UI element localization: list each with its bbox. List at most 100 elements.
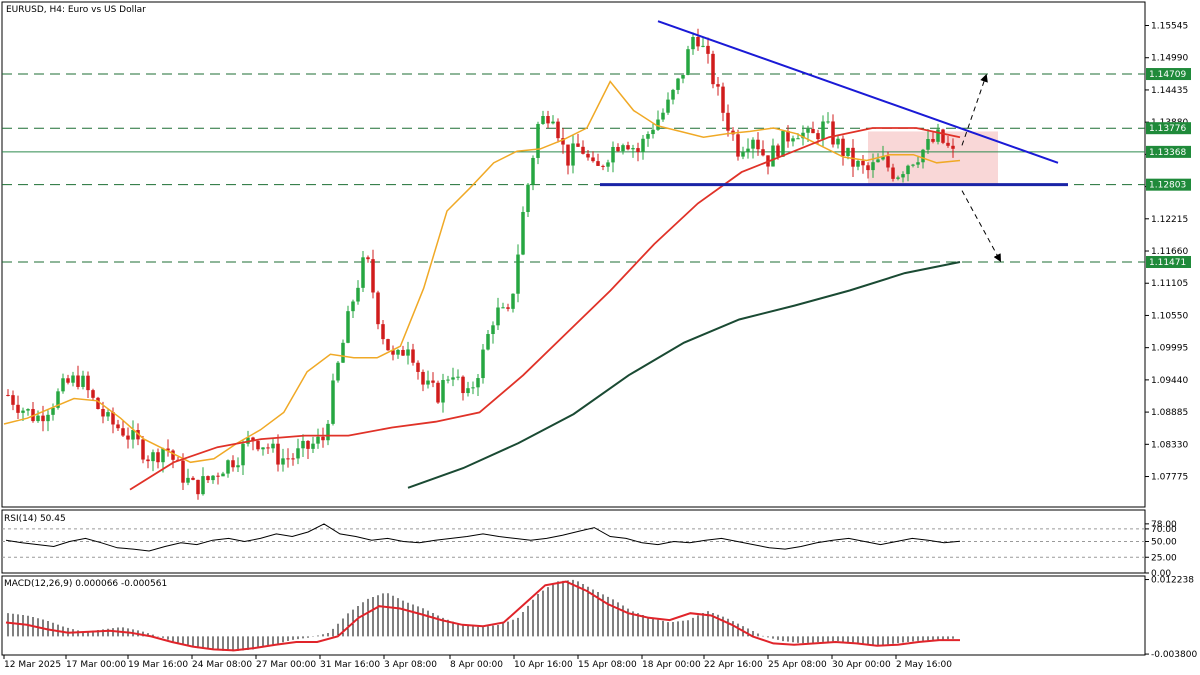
x-tick-label: 31 Mar 16:00 [320, 660, 380, 670]
candle-body [926, 138, 930, 150]
price-level-label: 1.13776 [1149, 124, 1186, 134]
x-tick-label: 18 Apr 00:00 [642, 660, 701, 670]
candle-body [206, 476, 210, 481]
candle-body [466, 388, 470, 394]
candle-body [776, 145, 780, 157]
candle-body [221, 473, 225, 477]
candle-body [341, 342, 345, 363]
candle-body [66, 378, 70, 383]
candle-body [291, 458, 295, 460]
candle-body [156, 452, 160, 463]
candle-body [86, 375, 90, 391]
price-level-badge [1146, 255, 1191, 268]
candle-body [871, 162, 875, 171]
candle-body [431, 380, 435, 383]
candle-body [61, 378, 65, 392]
rsi-tick-label: 0.00 [1151, 569, 1171, 579]
candle-body [896, 177, 900, 179]
candle-body [16, 404, 20, 413]
candle-body [561, 138, 565, 145]
candle-body [901, 174, 905, 178]
candle-body [581, 146, 585, 154]
candle-body [716, 84, 720, 87]
candle-body [851, 147, 855, 167]
candle-body [596, 161, 600, 166]
candle-body [41, 415, 45, 422]
candle-body [416, 362, 420, 372]
price-level-label: 1.12803 [1149, 181, 1186, 191]
candle-body [216, 475, 220, 477]
candle-body [546, 116, 550, 124]
candle-body [516, 254, 520, 294]
candle-body [26, 409, 30, 411]
candle-body [276, 443, 280, 465]
candle-body [36, 415, 40, 422]
candle-body [576, 143, 580, 147]
candle-body [476, 378, 480, 388]
candle-body [356, 287, 360, 302]
candle-body [606, 162, 610, 167]
candle-body [391, 350, 395, 355]
candle-body [916, 162, 920, 165]
candle-body [296, 448, 300, 459]
candle-body [426, 380, 430, 385]
x-tick-label: 17 Mar 00:00 [66, 660, 126, 670]
x-tick-label: 19 Mar 16:00 [128, 660, 188, 670]
candle-body [671, 89, 675, 100]
price-level-label: 1.14709 [1149, 70, 1186, 80]
candle-body [241, 443, 245, 466]
rsi-title: RSI(14) 50.45 [4, 514, 66, 524]
candle-body [626, 145, 630, 150]
candle-body [631, 148, 635, 150]
y-tick-label: 1.09995 [1151, 344, 1188, 354]
macd-signal-line [5, 580, 960, 652]
candle-body [251, 437, 255, 442]
candle-body [471, 387, 475, 389]
y-tick-label: 1.11105 [1151, 279, 1188, 289]
price-level-badge [1146, 145, 1191, 158]
y-tick-label: 1.10550 [1151, 311, 1188, 321]
candle-body [491, 325, 495, 335]
candle-body [446, 379, 450, 381]
candle-body [6, 394, 10, 396]
candle-body [306, 440, 310, 449]
rsi-tick-label: 50.00 [1151, 538, 1177, 548]
rsi-tick-label: 78.00 [1151, 520, 1177, 530]
candle-body [406, 349, 410, 356]
candle-body [691, 36, 695, 50]
candle-body [126, 435, 130, 440]
candle-body [791, 138, 795, 142]
candle-body [661, 112, 665, 120]
candle-body [326, 423, 330, 441]
candle-body [201, 476, 205, 495]
candle-body [321, 436, 325, 441]
price-level-badge [1146, 68, 1191, 81]
candle-body [706, 45, 710, 54]
bullish-projection-arrow [961, 73, 988, 146]
chart-title: EURUSD, H4: Euro vs US Dollar [6, 5, 146, 15]
candle-body [551, 121, 555, 124]
candle-body [501, 307, 505, 309]
candle-body [186, 477, 190, 483]
candle-body [651, 129, 655, 135]
candle-body [386, 339, 390, 351]
candle-body [211, 475, 215, 481]
candle-body [436, 382, 440, 403]
candle-body [266, 447, 270, 449]
candle-body [911, 164, 915, 166]
candle-body [381, 324, 385, 340]
candle-body [761, 149, 765, 156]
candle-body [556, 121, 560, 139]
price-level-label: 1.11471 [1149, 258, 1186, 268]
candle-body [866, 165, 870, 171]
candle-body [151, 452, 155, 462]
y-tick-label: 1.11660 [1151, 247, 1188, 257]
candle-body [686, 49, 690, 75]
rsi-tick-label: 25.00 [1151, 553, 1177, 563]
candle-body [196, 479, 200, 495]
main-frame [1, 1, 1146, 508]
candle-body [111, 412, 115, 425]
candle-body [621, 145, 625, 152]
candle-body [951, 145, 955, 149]
candle-body [786, 131, 790, 142]
